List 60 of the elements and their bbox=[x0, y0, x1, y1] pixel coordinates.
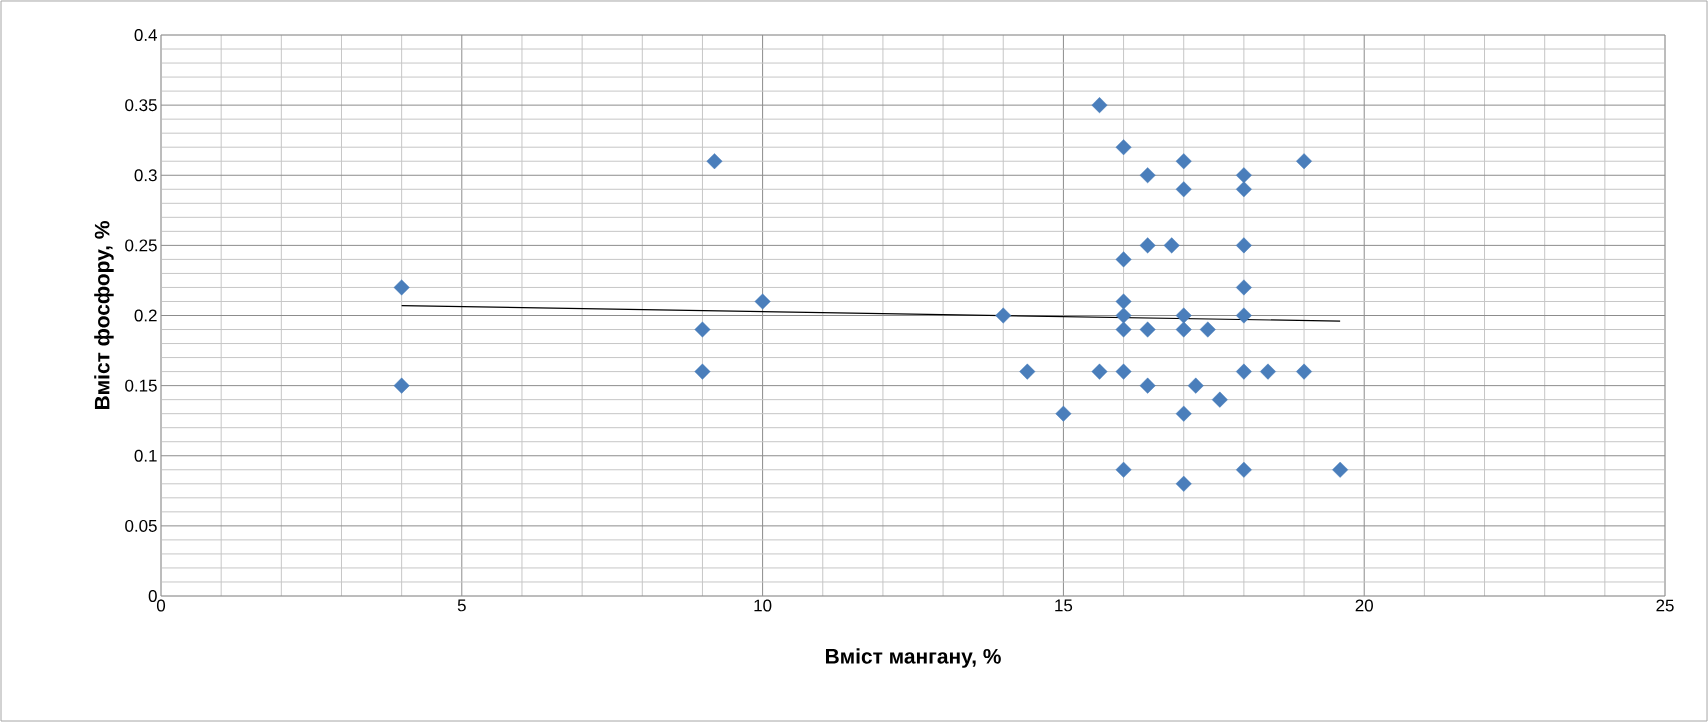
point bbox=[1175, 321, 1192, 338]
point bbox=[694, 363, 711, 380]
point bbox=[1235, 279, 1252, 296]
point bbox=[393, 279, 410, 296]
point bbox=[1235, 363, 1252, 380]
point bbox=[1235, 167, 1252, 184]
x-tick-label: 10 bbox=[754, 599, 772, 612]
y-tick-label: 0.15 bbox=[125, 379, 157, 392]
point bbox=[1139, 377, 1156, 394]
point bbox=[694, 321, 711, 338]
point bbox=[1163, 237, 1180, 254]
point bbox=[706, 153, 723, 170]
point bbox=[1115, 461, 1132, 478]
point bbox=[1055, 405, 1072, 422]
y-tick-label: 0 bbox=[148, 590, 157, 602]
point bbox=[1332, 461, 1349, 478]
x-tick-label: 15 bbox=[1055, 599, 1073, 612]
x-tick-label: 0 bbox=[156, 599, 166, 612]
point bbox=[1175, 405, 1192, 422]
y-tick-label: 0.3 bbox=[134, 169, 157, 182]
point bbox=[1175, 475, 1192, 492]
point bbox=[1296, 153, 1313, 170]
point bbox=[754, 293, 771, 310]
point bbox=[1139, 321, 1156, 338]
x-tick-label: 25 bbox=[1656, 599, 1674, 612]
point bbox=[1175, 307, 1192, 324]
point bbox=[1115, 293, 1132, 310]
point bbox=[1235, 237, 1252, 254]
point bbox=[1115, 251, 1132, 268]
point bbox=[1115, 321, 1132, 338]
y-tick-label: 0.05 bbox=[125, 519, 157, 532]
point bbox=[1115, 363, 1132, 380]
x-tick-label: 20 bbox=[1355, 599, 1373, 612]
point bbox=[1235, 307, 1252, 324]
y-tick-label: 0.4 bbox=[134, 29, 157, 41]
point bbox=[1175, 153, 1192, 170]
y-axis-title: Вміст фосфору, % bbox=[94, 221, 114, 410]
point bbox=[393, 377, 410, 394]
point bbox=[1235, 461, 1252, 478]
point bbox=[1259, 363, 1276, 380]
point bbox=[1199, 321, 1216, 338]
point bbox=[1115, 307, 1132, 324]
point bbox=[1175, 181, 1192, 198]
y-tick-label: 0.1 bbox=[134, 449, 157, 462]
point bbox=[1235, 181, 1252, 198]
x-axis-title: Вміст мангану, % bbox=[825, 648, 1001, 668]
point bbox=[1139, 167, 1156, 184]
point bbox=[1296, 363, 1313, 380]
point bbox=[1091, 97, 1108, 114]
y-tick-label: 0.2 bbox=[134, 309, 157, 322]
x-tick-label: 5 bbox=[457, 599, 466, 612]
point bbox=[995, 307, 1012, 324]
point bbox=[1139, 237, 1156, 254]
y-tick-label: 0.25 bbox=[125, 239, 157, 252]
point bbox=[1211, 391, 1228, 408]
point bbox=[1187, 377, 1204, 394]
y-tick-label: 0.35 bbox=[125, 99, 157, 112]
point bbox=[1019, 363, 1036, 380]
point bbox=[1115, 139, 1132, 156]
point bbox=[1091, 363, 1108, 380]
